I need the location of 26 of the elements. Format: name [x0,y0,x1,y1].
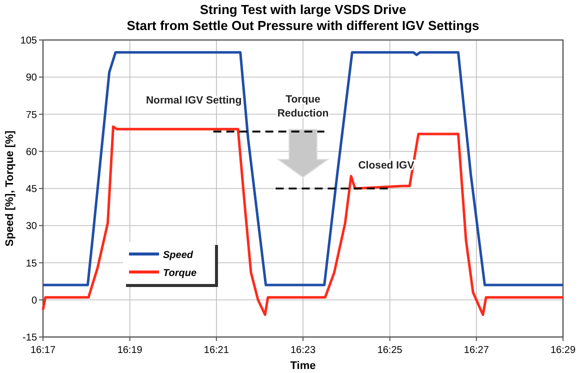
chart-title: String Test with large VSDS Drive [200,2,406,17]
y-tick-label: 30 [26,221,38,232]
legend-label: Speed [163,250,194,261]
x-tick-label: 16:17 [30,345,56,356]
y-tick-label: -15 [22,332,38,344]
x-tick-label: 16:25 [377,345,403,356]
annotation: Torque Reduction [277,93,329,120]
annotation: Normal IGV Setting [146,94,242,106]
line-series [42,51,564,286]
y-tick-label: 60 [26,146,38,158]
y-tick-label: 15 [26,258,38,270]
y-tick-label: 90 [26,72,38,84]
y-tick-label: 0 [31,295,38,306]
chart-subtitle: Start from Settle Out Pressure with different IGV Settings [126,18,480,33]
x-tick-label: 16:27 [464,345,490,356]
line-series [42,125,564,316]
y-axis-title: Speed [%], Torque [%] [4,130,16,246]
x-tick-label: 16:21 [204,345,230,356]
y-tick-label: 45 [26,184,38,195]
x-tick-label: 16:19 [117,345,143,356]
x-tick-label: 16:29 [550,345,576,356]
legend-label: Torque [163,268,197,279]
y-tick-label: 105 [20,36,38,46]
x-tick-label: 16:23 [290,345,316,356]
y-tick-label: 75 [26,110,38,121]
x-axis-title: Time [290,360,316,372]
